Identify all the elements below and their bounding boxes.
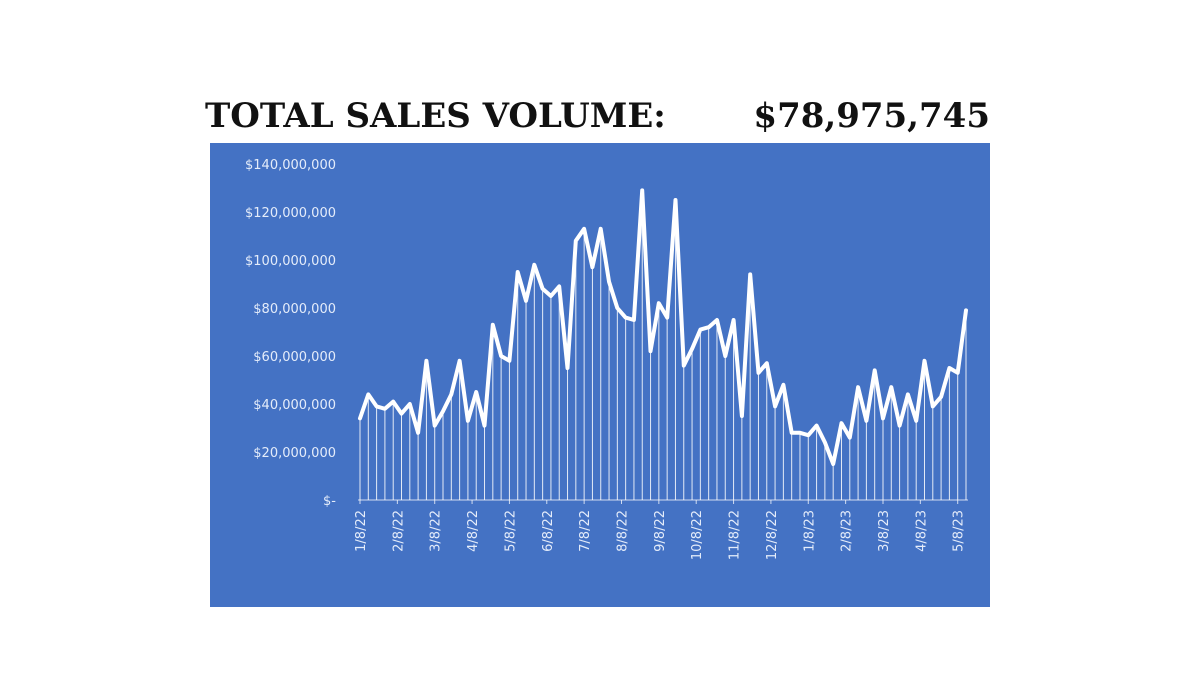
x-tick-label: 4/8/22 [466, 510, 481, 552]
y-tick-label: $100,000,000 [245, 254, 336, 269]
x-tick-label: 3/8/23 [877, 510, 892, 552]
x-tick-label: 10/8/22 [690, 510, 705, 560]
x-tick-label: 6/8/22 [541, 510, 556, 552]
y-tick-label: $60,000,000 [253, 350, 336, 365]
x-axis: 1/8/22 2/8/22 3/8/22 4/8/22 5/8/22 6/8/22 7/8/… [354, 499, 968, 560]
total-sales-label: TOTAL SALES VOLUME: [205, 96, 666, 136]
y-tick-label: $- [323, 494, 336, 509]
x-tick-label: 8/8/22 [615, 510, 630, 552]
y-tick-label: $20,000,000 [253, 446, 336, 461]
sales-chart: 1/8/22 2/8/22 3/8/22 4/8/22 5/8/22 6/8/22 7/8/… [210, 143, 990, 607]
drop-lines [359, 190, 967, 500]
y-tick-label: $140,000,000 [245, 158, 336, 173]
x-tick-label: 12/8/22 [765, 510, 780, 560]
series-line [358, 188, 968, 466]
y-tick-label: $120,000,000 [245, 206, 336, 221]
y-tick-label: $40,000,000 [253, 398, 336, 413]
x-tick-label: 5/8/22 [503, 510, 518, 552]
x-tick-label: 1/8/23 [802, 510, 817, 552]
x-tick-label: 1/8/22 [354, 510, 369, 552]
x-tick-label: 7/8/22 [578, 510, 593, 552]
x-tick-label: 4/8/23 [914, 510, 929, 552]
sales-chart-svg: 1/8/22 2/8/22 3/8/22 4/8/22 5/8/22 6/8/22 7/8/… [210, 143, 990, 607]
y-axis: $- $20,000,000 $40,000,000 $60,000,000 $80,0… [245, 158, 336, 509]
x-tick-label: 2/8/23 [840, 510, 855, 552]
x-tick-label: 11/8/22 [728, 510, 743, 560]
x-tick-label: 3/8/22 [429, 510, 444, 552]
x-tick-label: 5/8/23 [952, 510, 967, 552]
total-sales-value: $78,975,745 [753, 96, 990, 136]
chart-background [210, 143, 990, 607]
y-tick-label: $80,000,000 [253, 302, 336, 317]
x-tick-label: 9/8/22 [653, 510, 668, 552]
x-tick-label: 2/8/22 [391, 510, 406, 552]
headline: TOTAL SALES VOLUME: $78,975,745 [205, 92, 990, 140]
